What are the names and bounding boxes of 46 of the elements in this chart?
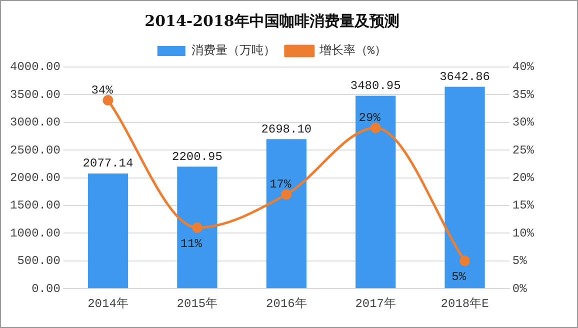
- y2-tick-label: 15%: [512, 198, 535, 213]
- y-tick-label: 500.00: [17, 254, 60, 268]
- data-label: 29%: [358, 111, 382, 126]
- y-tick-label: 4000.00: [10, 60, 60, 74]
- point: [460, 256, 470, 266]
- y-tick-label: 1500.00: [10, 198, 60, 213]
- data-label: 3480.95: [350, 78, 401, 93]
- point: [370, 122, 381, 134]
- point: [281, 189, 292, 200]
- point: [192, 222, 202, 233]
- y-tick-label: 3000.00: [10, 116, 60, 130]
- x-tick-label: 2015年: [176, 296, 218, 311]
- bar: [177, 166, 218, 288]
- bar: [444, 86, 485, 288]
- data-label: 5%: [452, 270, 467, 284]
- point: [102, 94, 114, 106]
- y-tick-label: 1000.00: [10, 226, 60, 240]
- y2-tick-label: 25%: [512, 143, 535, 158]
- data-label: 3642.86: [440, 70, 490, 84]
- legend-label: 消费量（万吨）: [191, 44, 276, 58]
- x-tick-label: 2017年: [355, 296, 396, 311]
- data-label: 11%: [180, 236, 203, 251]
- y2-tick-label: 35%: [512, 88, 535, 102]
- y-tick-label: 2500.00: [10, 143, 60, 158]
- legend-label: 增长率（%）: [318, 43, 387, 58]
- y-tick-label: 2000.00: [10, 170, 60, 185]
- data-label: 17%: [270, 178, 292, 192]
- y-tick-label: 3500.00: [10, 88, 60, 102]
- x-tick-label: 2018年E: [440, 296, 489, 311]
- y2-tick-label: 30%: [512, 116, 535, 130]
- y2-tick-label: 10%: [512, 226, 535, 240]
- y2-tick-label: 0%: [512, 282, 528, 296]
- data-label: 34%: [91, 83, 114, 98]
- y2-tick-label: 20%: [512, 170, 535, 185]
- data-label: 2077.14: [82, 156, 134, 171]
- x-tick-label: 2014年: [88, 296, 128, 311]
- y2-tick-label: 5%: [512, 254, 528, 268]
- bar: [266, 139, 306, 288]
- bar: [88, 174, 128, 288]
- bar: [356, 96, 396, 288]
- x-tick-label: 2016年: [266, 296, 307, 311]
- y-tick-label: 0.00: [32, 282, 60, 296]
- y2-tick-label: 40%: [512, 60, 535, 74]
- data-label: 2200.95: [172, 150, 222, 164]
- data-label: 2698.10: [261, 122, 312, 136]
- chart-title: 2014-2018年中国咖啡消费量及预测: [144, 12, 400, 30]
